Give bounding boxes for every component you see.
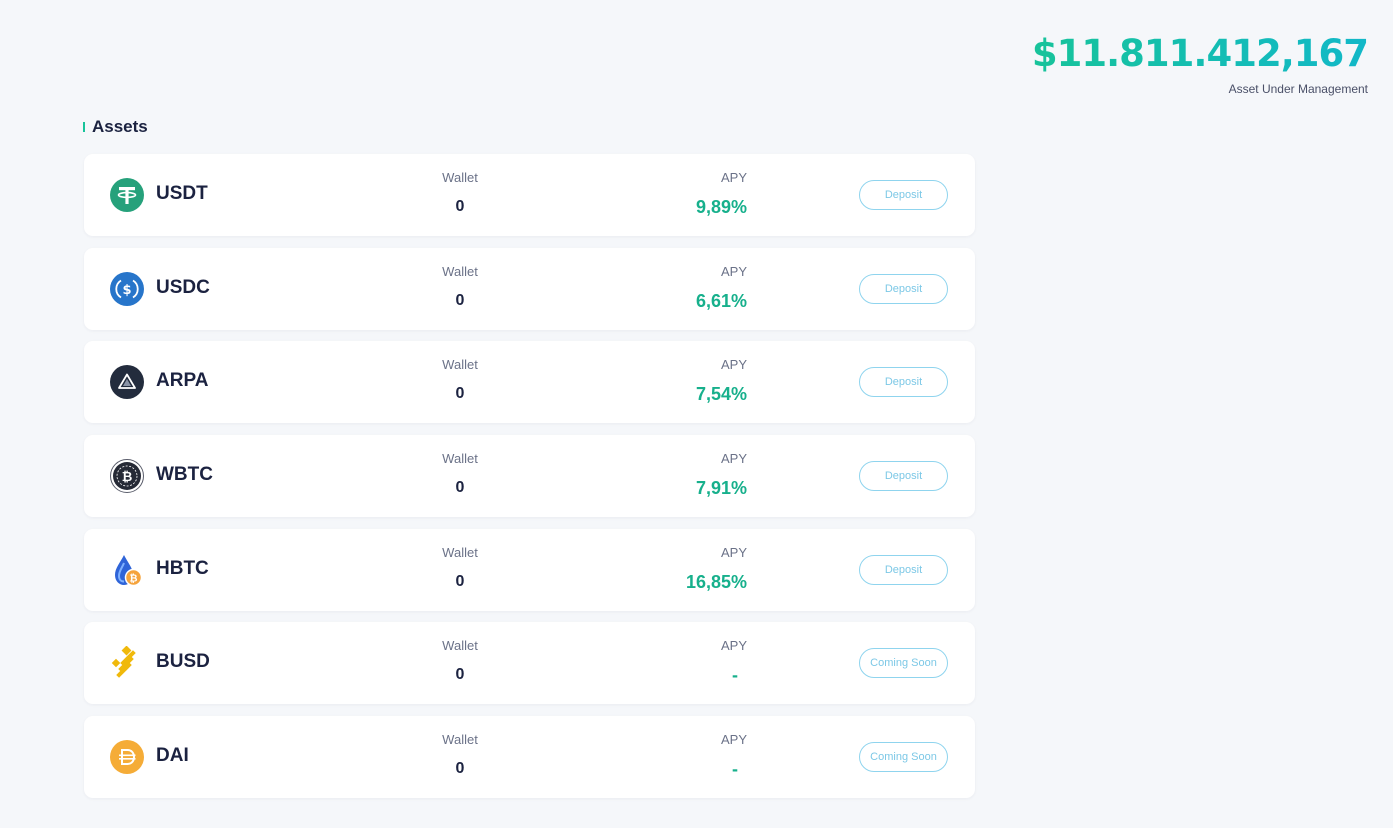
- svg-text:$: $: [122, 283, 131, 298]
- asset-symbol: ARPA: [156, 370, 209, 392]
- apy-value: 7,54%: [695, 384, 747, 405]
- asset-symbol: DAI: [156, 745, 189, 767]
- apy-label: APY: [720, 732, 747, 748]
- aum-value: $11.811.412,167: [1031, 32, 1369, 75]
- deposit-button[interactable]: Deposit: [859, 554, 948, 585]
- apy-value: -: [732, 759, 738, 780]
- apy-label: APY: [720, 170, 747, 185]
- aum-label: Asset Under Management: [1228, 82, 1368, 96]
- svg-text:₿: ₿: [122, 470, 133, 485]
- section-title: Assets: [92, 117, 148, 136]
- asset-symbol: USDT: [156, 183, 208, 204]
- asset-symbol: WBTC: [156, 464, 213, 486]
- deposit-button[interactable]: Deposit: [859, 367, 948, 398]
- asset-row-arpa: ARPA Wallet 0 APY 7,54% Deposit: [84, 341, 975, 424]
- coming-soon-button[interactable]: Coming Soon: [859, 742, 948, 773]
- apy-label: APY: [720, 357, 747, 373]
- wallet-balance: 0: [455, 479, 465, 497]
- apy-label: APY: [720, 451, 747, 467]
- wallet-label: Wallet: [442, 638, 478, 654]
- apy-value: 9,89%: [695, 197, 747, 217]
- usdt-icon: [110, 178, 144, 212]
- wallet-balance: 0: [455, 385, 465, 403]
- svg-text:₿: ₿: [129, 572, 137, 584]
- asset-row-wbtc: ₿ WBTC Wallet 0 APY 7,91% Deposit: [84, 435, 975, 518]
- wallet-label: Wallet: [442, 544, 478, 560]
- wallet-balance: 0: [455, 760, 465, 778]
- deposit-button[interactable]: Deposit: [859, 461, 948, 492]
- deposit-button[interactable]: Deposit: [859, 180, 948, 210]
- wallet-balance: 0: [455, 666, 465, 684]
- asset-row-dai: DAI Wallet 0 APY - Coming Soon: [84, 716, 975, 799]
- hbtc-icon: ₿: [115, 554, 143, 586]
- apy-label: APY: [720, 544, 747, 560]
- wallet-balance: 0: [455, 291, 465, 309]
- asset-row-usdt: USDT Wallet 0 APY 9,89% Deposit: [84, 154, 975, 236]
- coming-soon-button[interactable]: Coming Soon: [859, 648, 948, 679]
- asset-symbol: HBTC: [156, 557, 209, 579]
- asset-symbol: USDC: [156, 276, 210, 298]
- wallet-label: Wallet: [442, 451, 478, 467]
- wallet-label: Wallet: [442, 732, 478, 748]
- apy-value: -: [732, 665, 738, 686]
- asset-symbol: BUSD: [156, 651, 210, 673]
- apy-value: 7,91%: [695, 478, 747, 499]
- deposit-button[interactable]: Deposit: [859, 273, 948, 304]
- asset-row-usdc: $ USDC Wallet 0 APY 6,61% Deposit: [84, 247, 975, 330]
- busd-icon: [111, 646, 136, 679]
- apy-value: 6,61%: [695, 290, 747, 311]
- asset-row-busd: BUSD Wallet 0 APY - Coming Soon: [84, 622, 975, 705]
- wallet-balance: 0: [455, 198, 465, 215]
- wallet-label: Wallet: [442, 263, 478, 279]
- usdc-icon: $: [110, 271, 144, 306]
- apy-label: APY: [720, 263, 747, 279]
- assets-section-heading: Assets: [83, 117, 148, 137]
- asset-list: USDT Wallet 0 APY 9,89% Deposit $ USDC W…: [84, 154, 975, 810]
- section-accent-bar: [83, 122, 85, 132]
- wallet-balance: 0: [455, 572, 465, 590]
- apy-label: APY: [720, 638, 747, 654]
- asset-row-hbtc: ₿ HBTC Wallet 0 APY 16,85% Deposit: [84, 528, 975, 611]
- wallet-label: Wallet: [442, 357, 478, 373]
- wbtc-icon: ₿: [110, 459, 144, 494]
- dai-icon: [110, 740, 144, 775]
- apy-value: 16,85%: [685, 571, 747, 592]
- arpa-icon: [110, 365, 144, 400]
- wallet-label: Wallet: [442, 170, 478, 185]
- aum-summary: $11.811.412,167 Asset Under Management: [1031, 32, 1369, 96]
